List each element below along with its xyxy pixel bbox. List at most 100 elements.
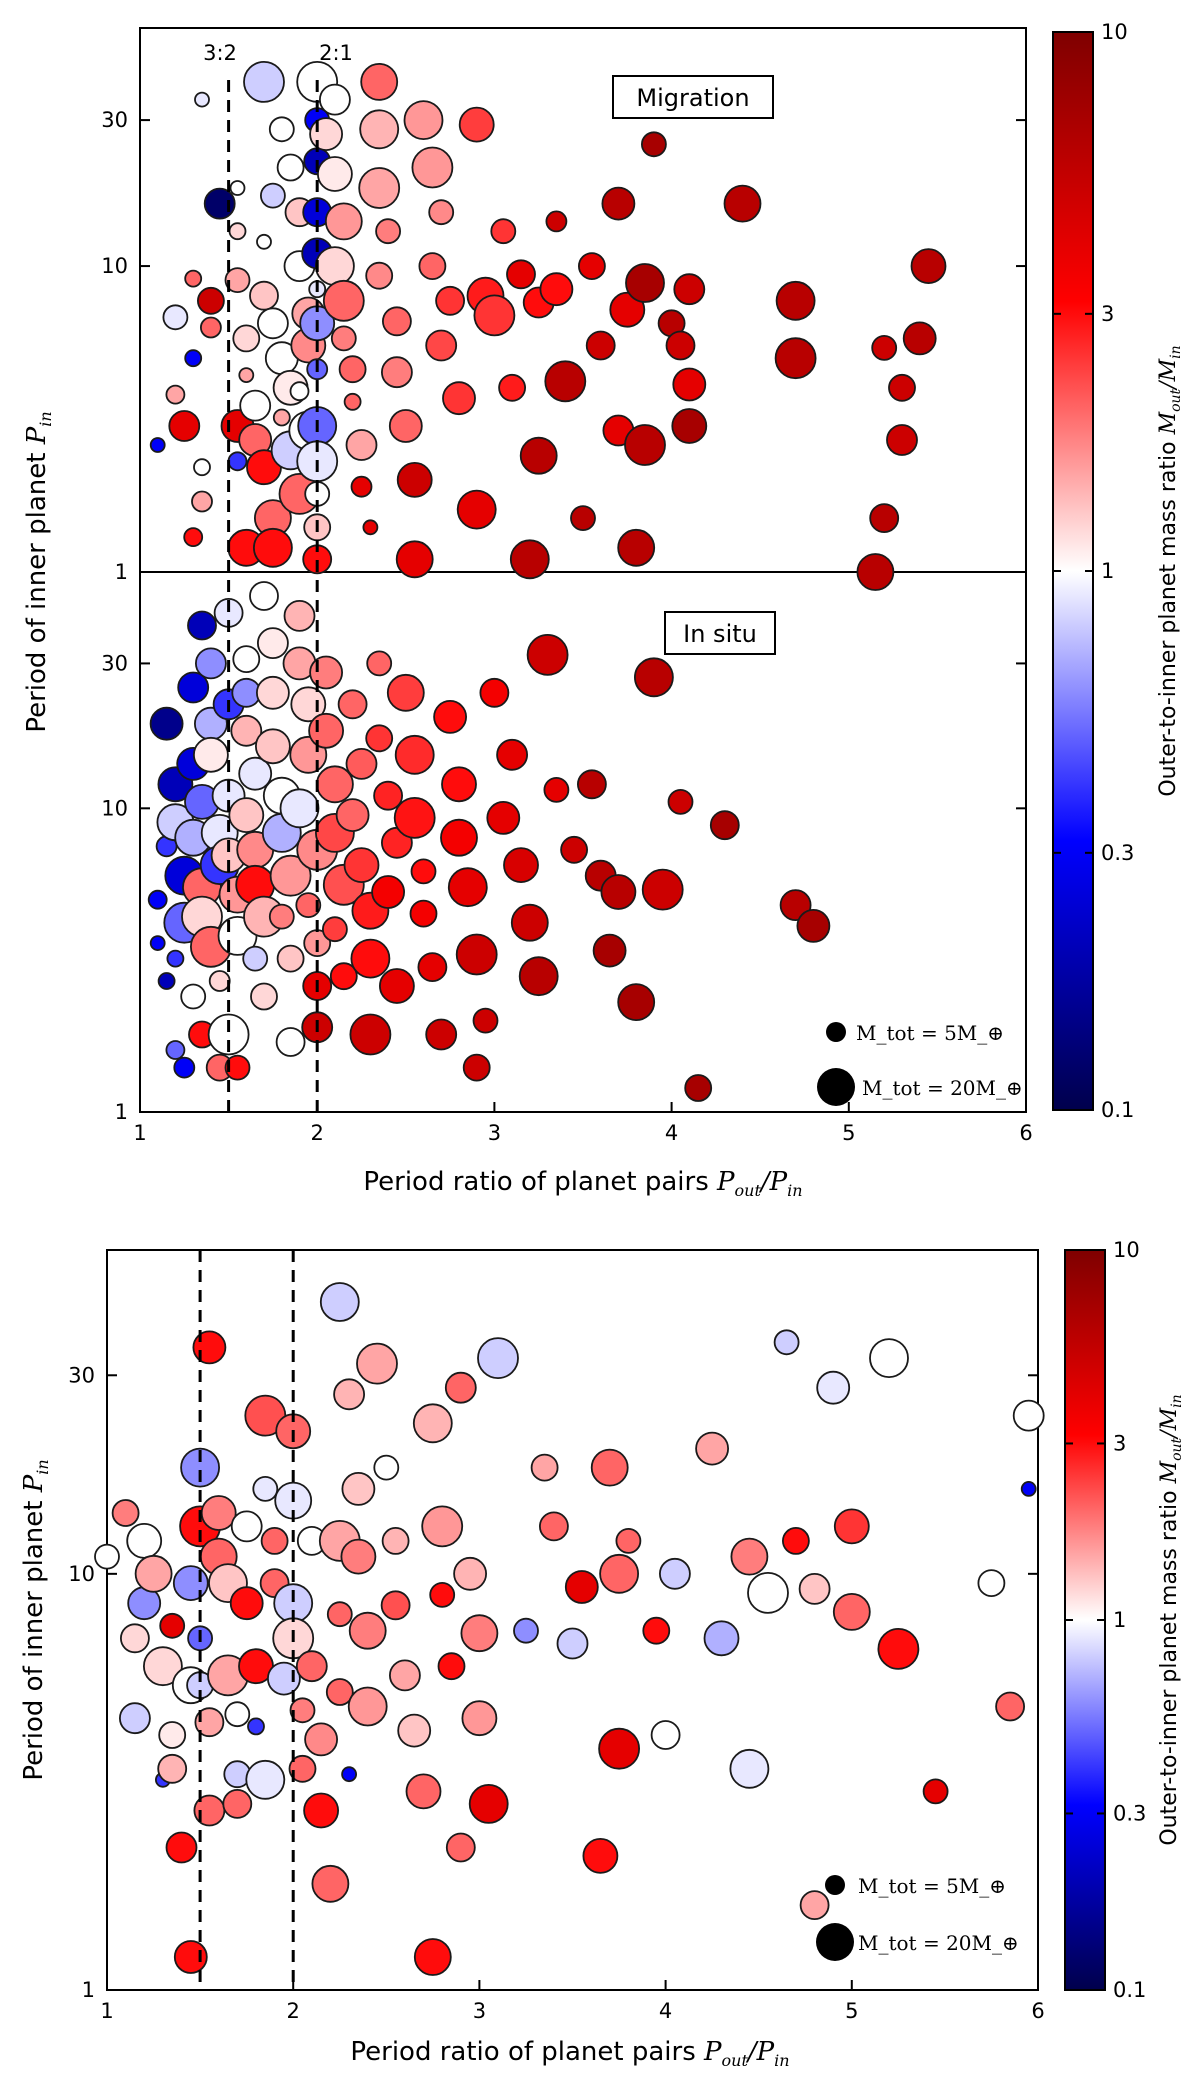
bottom-figure: 1 2 3 4 5 6 1 10 30 Period of inner planet Pin P… [19, 1238, 1185, 2070]
data-point [539, 1511, 569, 1542]
data-point [796, 909, 831, 943]
x-tick-label: 1 [100, 1999, 113, 2023]
data-point [94, 1543, 120, 1570]
data-point [798, 1573, 831, 1605]
data-point [228, 797, 265, 833]
data-point [624, 424, 666, 466]
data-point [518, 956, 559, 997]
data-point [375, 218, 402, 245]
data-point [347, 1686, 388, 1727]
data-point [330, 325, 357, 352]
data-point [378, 968, 415, 1004]
data-point [119, 1623, 150, 1654]
data-point [295, 892, 322, 918]
data-point [343, 847, 380, 883]
x-tick-label: 5 [842, 1121, 855, 1145]
data-point [730, 1537, 769, 1576]
y-tick-label: 10 [101, 796, 128, 820]
data-point [224, 1701, 251, 1728]
data-point [403, 100, 444, 140]
colorbar-tick-label: 3 [1113, 1431, 1126, 1455]
data-point [496, 738, 528, 771]
data-point [775, 280, 816, 321]
x-tick-label: 4 [659, 1999, 672, 2023]
data-point [380, 1590, 411, 1621]
x-tick-label: 2 [311, 1121, 324, 1145]
data-point [395, 540, 434, 579]
bottom-colorbar: 10 3 1 0.3 0.1 Outer-to-inner planet mass ra… [1064, 1238, 1185, 2002]
data-point [380, 356, 413, 389]
data-point [192, 1330, 227, 1365]
data-point [247, 1717, 265, 1736]
data-point [311, 1864, 350, 1903]
migration-points [149, 61, 947, 591]
data-point [435, 285, 466, 316]
data-point [303, 1792, 340, 1829]
y-tick-label: 1 [115, 1100, 128, 1124]
data-point [366, 650, 393, 677]
data-point [429, 1582, 456, 1608]
bottom-panel-frame [106, 1249, 1039, 1991]
data-point [373, 780, 404, 811]
data-point [168, 410, 201, 442]
data-point [381, 306, 412, 337]
data-point [832, 1593, 871, 1631]
data-point [556, 1627, 589, 1660]
data-point [249, 581, 279, 611]
data-point [428, 199, 455, 226]
data-point [486, 801, 521, 835]
data-point [304, 1722, 339, 1757]
data-point [667, 789, 694, 815]
colorbar-tick-label: 0.1 [1101, 1098, 1134, 1122]
data-point [194, 91, 210, 108]
data-point [340, 1538, 377, 1575]
data-point [598, 1727, 640, 1770]
data-point [582, 1838, 619, 1874]
data-point [479, 677, 510, 708]
x-tick-label: 3 [473, 1999, 486, 2023]
data-point [230, 1510, 263, 1543]
legend-small-label: M_tot = 5M_⊕ [856, 1021, 1004, 1045]
data-point [468, 1784, 509, 1824]
data-point [326, 1601, 353, 1628]
data-point [126, 1523, 163, 1559]
data-point [289, 1697, 316, 1724]
data-point [238, 756, 273, 791]
colorbar-tick-label: 0.1 [1113, 1978, 1146, 2002]
data-point [799, 1890, 830, 1920]
data-point [249, 280, 279, 311]
data-point [665, 330, 696, 361]
data-point [308, 712, 345, 749]
data-point [314, 246, 355, 287]
observed-points [94, 1282, 1045, 1976]
data-point [359, 109, 400, 150]
data-point [585, 330, 616, 361]
data-point [650, 1720, 681, 1750]
data-point [641, 868, 684, 911]
data-point [1012, 1399, 1045, 1432]
data-point [316, 156, 353, 192]
data-point [196, 286, 225, 315]
data-point [187, 610, 217, 641]
insitu-label-box [664, 611, 776, 655]
colorbar-tick-label: 10 [1101, 20, 1128, 44]
data-point [177, 671, 210, 704]
data-point [345, 429, 378, 461]
data-point [158, 1721, 187, 1749]
data-point [159, 1612, 186, 1639]
legend-small-marker [826, 1022, 846, 1042]
data-point [149, 437, 166, 453]
data-point [877, 1628, 920, 1670]
data-point [394, 734, 435, 775]
data-point [723, 184, 762, 223]
data-point [199, 316, 222, 339]
data-point [543, 777, 570, 803]
data-point [869, 503, 900, 533]
data-point [147, 889, 168, 910]
colorbar-tick-label: 1 [1113, 1608, 1126, 1632]
data-point [345, 748, 378, 780]
data-point [315, 765, 354, 804]
data-point [269, 854, 312, 897]
data-point [453, 1556, 488, 1591]
data-point [365, 261, 394, 290]
